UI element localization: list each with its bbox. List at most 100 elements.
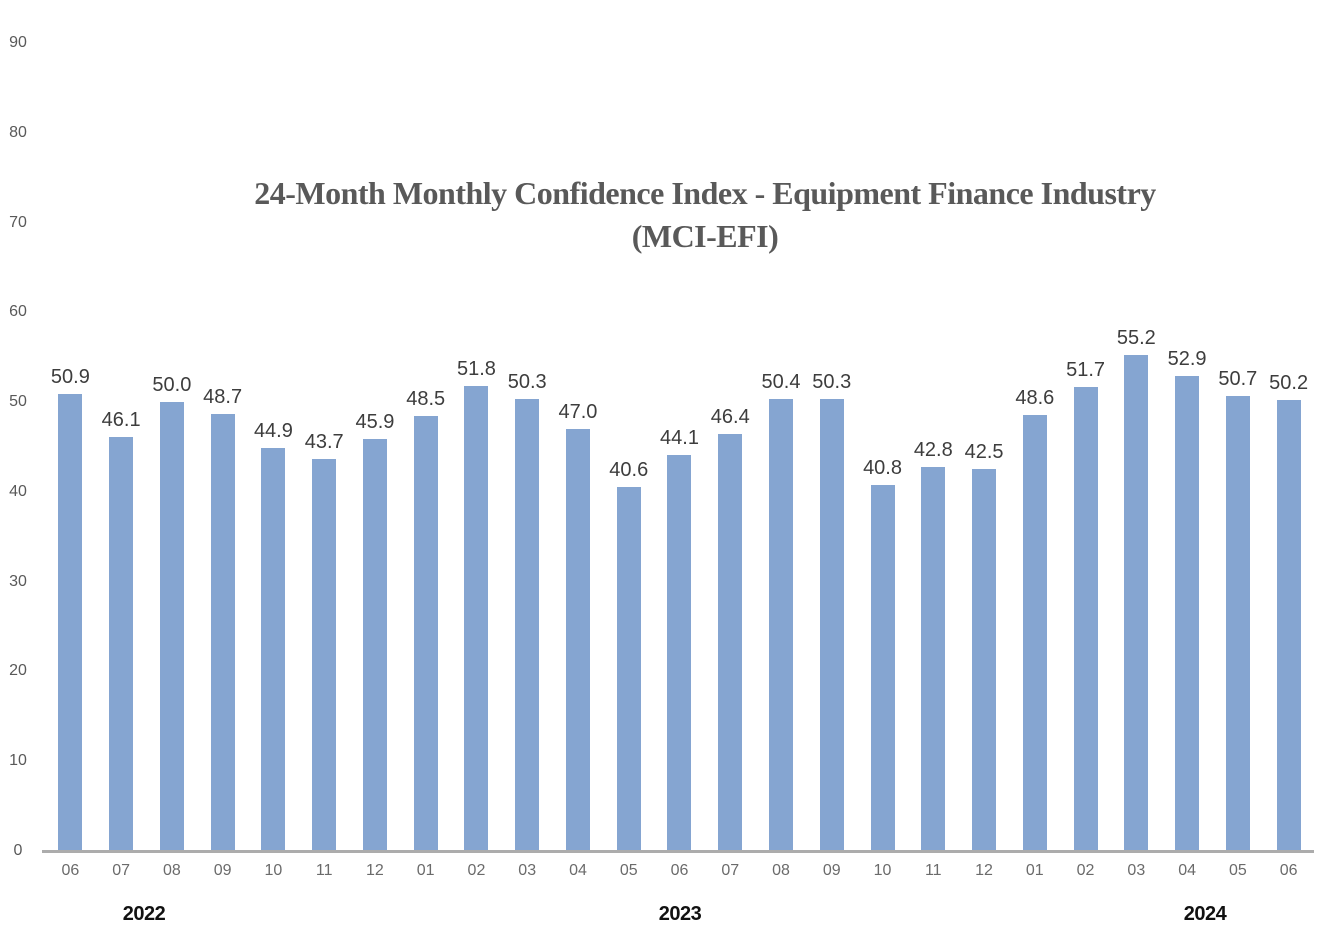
bar-column: 48.7 09 (197, 43, 248, 879)
bar-value-label: 50.9 (50, 366, 90, 389)
x-axis-month-label: 11 (924, 862, 942, 879)
bar-value-label: 40.8 (863, 456, 902, 479)
chart-title: 24-Month Monthly Confidence Index - Equi… (75, 172, 1335, 258)
bar-column: 52.9 04 (1162, 43, 1213, 879)
x-axis-month-label: 06 (670, 862, 689, 879)
bar-column: 46.1 07 (96, 43, 147, 879)
x-axis-month-label: 07 (112, 862, 131, 879)
bar-value-label: 47.0 (558, 401, 598, 424)
bar (1225, 395, 1250, 851)
bar (1124, 355, 1149, 851)
y-axis-tick-label: 70 (9, 213, 27, 231)
bar (667, 455, 692, 851)
bar-column: 50.3 03 (502, 43, 553, 879)
bar (1073, 386, 1098, 851)
bar-value-label: 50.0 (152, 374, 192, 397)
x-axis-month-label: 03 (518, 862, 537, 879)
bar-value-label: 44.9 (253, 419, 293, 442)
bar (1175, 376, 1200, 851)
bar-column: 47.0 04 (553, 43, 604, 879)
x-axis-month-label: 12 (975, 862, 993, 879)
bar-column: 40.6 05 (603, 43, 654, 879)
chart-title-line1: 24-Month Monthly Confidence Index - Equi… (254, 175, 1156, 211)
bar-value-label: 55.2 (1116, 327, 1156, 350)
x-axis-month-label: 08 (772, 862, 790, 879)
bar-value-label: 51.7 (1066, 358, 1106, 381)
y-axis-tick-label: 90 (9, 34, 27, 51)
bar (362, 438, 387, 851)
bar-column: 40.8 10 (857, 43, 908, 879)
bar-column: 55.2 03 (1111, 43, 1162, 879)
bar-column: 51.7 02 (1060, 43, 1111, 879)
bar-value-label: 50.7 (1218, 367, 1258, 390)
bar-column: 45.9 12 (350, 43, 401, 879)
x-axis-month-label: 02 (467, 862, 486, 879)
y-axis-tick-label: 20 (9, 662, 27, 680)
bar (159, 402, 184, 851)
bar (819, 399, 844, 851)
bar-column: 51.8 02 (451, 43, 502, 879)
x-axis-month-label: 05 (619, 862, 638, 879)
bar-column: 50.2 06 (1263, 43, 1314, 879)
bar-value-label: 52.9 (1167, 348, 1207, 371)
y-axis-tick-label: 50 (9, 393, 27, 411)
x-axis-month-label: 10 (264, 862, 283, 879)
bar (565, 429, 590, 851)
bar (718, 434, 743, 851)
x-axis-month-label: 06 (61, 862, 80, 879)
bar-value-label: 48.5 (406, 387, 446, 410)
bar-value-label: 50.4 (761, 370, 801, 393)
bar-column: 44.9 10 (248, 43, 299, 879)
bar (312, 458, 337, 851)
bar-column: 50.7 05 (1212, 43, 1263, 879)
y-axis-tick-label: 10 (9, 752, 27, 770)
bar (109, 437, 134, 851)
bar-column: 48.6 01 (1009, 43, 1060, 879)
bar-column: 46.4 07 (705, 43, 756, 879)
bar-column: 50.4 08 (756, 43, 807, 879)
bar-column: 43.7 11 (299, 43, 350, 879)
bar-value-label: 50.3 (812, 371, 852, 394)
x-axis-month-label: 12 (366, 862, 384, 879)
bar (515, 399, 540, 851)
x-axis-month-label: 09 (213, 862, 232, 879)
bar-value-label: 48.6 (1015, 386, 1055, 409)
bar-column: 44.1 06 (654, 43, 705, 879)
x-axis-month-label: 11 (315, 862, 333, 879)
bar-value-label: 43.7 (304, 430, 344, 453)
x-axis-month-label: 08 (162, 862, 181, 879)
bar (616, 486, 641, 851)
x-axis-line (42, 850, 1314, 853)
x-axis-month-label: 01 (1025, 862, 1044, 879)
bar (972, 469, 997, 851)
bar-column: 48.5 01 (400, 43, 451, 879)
bar (261, 447, 286, 851)
bar-value-label: 42.8 (913, 438, 953, 461)
y-axis-tick-label: 80 (9, 123, 27, 141)
x-axis-month-label: 06 (1279, 862, 1298, 879)
y-axis-tick-label: 0 (13, 842, 23, 859)
bar-column: 42.5 12 (959, 43, 1010, 879)
bar-column: 50.3 09 (806, 43, 857, 879)
x-axis-month-label: 03 (1127, 862, 1146, 879)
x-axis-month-label: 01 (416, 862, 435, 879)
bar-value-label: 45.9 (355, 410, 395, 433)
bar-column: 50.0 08 (147, 43, 198, 879)
bar-value-label: 46.4 (710, 406, 750, 429)
bar-value-label: 50.2 (1269, 372, 1309, 395)
bar (769, 398, 793, 851)
bar-value-label: 51.8 (456, 357, 496, 380)
y-axis-tick-label: 30 (9, 572, 27, 590)
chart-title-line2: (MCI-EFI) (631, 218, 779, 254)
y-axis-tick-label: 40 (9, 482, 27, 500)
bar (921, 466, 946, 851)
bar-value-label: 50.3 (507, 371, 547, 394)
bar-value-label: 40.6 (609, 458, 649, 481)
x-axis-year-label: 2024 (1183, 903, 1227, 925)
bar (413, 415, 438, 851)
bar (870, 484, 895, 851)
bar (58, 394, 83, 851)
bar-value-label: 44.1 (660, 427, 699, 450)
bar-column: 50.9 06 (45, 43, 96, 879)
